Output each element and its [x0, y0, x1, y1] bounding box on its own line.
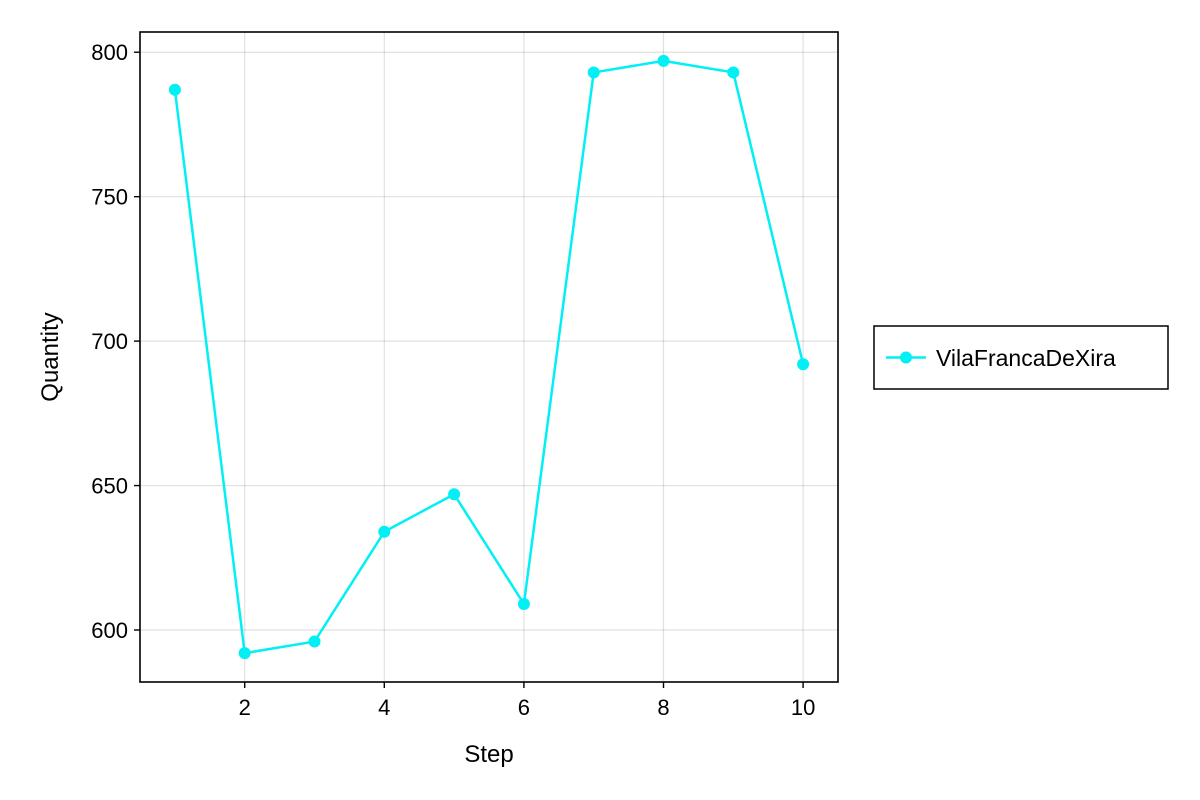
y-tick-label: 750	[91, 185, 128, 210]
data-point	[797, 358, 810, 371]
legend: VilaFrancaDeXira	[873, 325, 1169, 390]
series-line	[173, 59, 805, 655]
plot-frame	[139, 31, 839, 683]
legend-label: VilaFrancaDeXira	[936, 345, 1116, 371]
series-layer	[168, 54, 810, 660]
data-point	[657, 54, 670, 67]
y-tick-label: 600	[91, 618, 128, 643]
data-point	[238, 647, 251, 660]
data-point	[308, 635, 321, 648]
x-tick-label: 8	[657, 695, 669, 720]
data-point	[517, 598, 530, 610]
y-tick-label: 700	[91, 329, 128, 354]
y-tick-label: 650	[91, 474, 128, 499]
x-tick-label: 2	[239, 695, 251, 720]
data-point	[448, 488, 461, 501]
data-point	[168, 83, 181, 96]
x-tick-label: 10	[791, 695, 815, 720]
ticks: 2 4 6 8 10 600 650 700 750 800	[91, 40, 815, 720]
x-tick-label: 4	[378, 695, 390, 720]
grid	[140, 32, 838, 682]
x-tick-label: 6	[518, 695, 530, 720]
y-tick-label: 800	[91, 40, 128, 65]
data-point	[727, 66, 740, 79]
y-axis-title: Quantity	[37, 312, 64, 401]
data-point	[587, 66, 600, 79]
legend-marker-swatch	[900, 351, 912, 364]
x-axis-title: Step	[464, 741, 513, 768]
data-point	[378, 525, 391, 538]
